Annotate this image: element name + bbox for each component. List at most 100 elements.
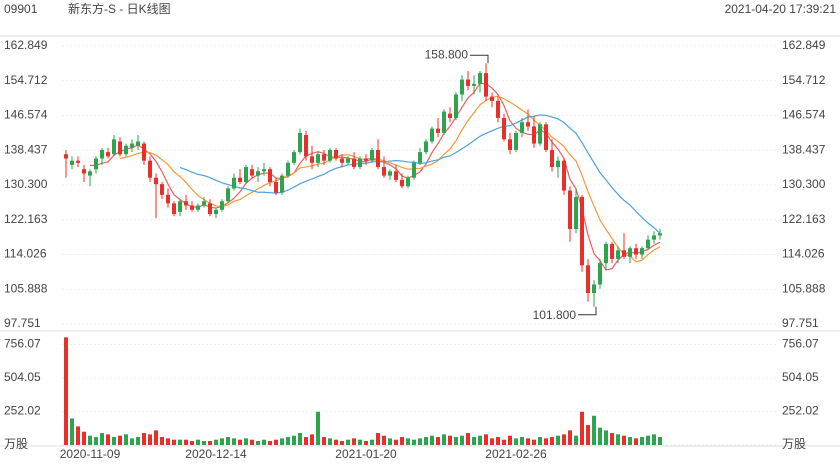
volume-bar — [478, 435, 482, 445]
candle-body — [460, 79, 464, 95]
candle-body — [520, 122, 524, 133]
volume-bar — [304, 437, 308, 445]
timestamp: 2021-04-20 17:39:21 — [725, 2, 837, 16]
moving-average-line — [90, 82, 661, 271]
candle-body — [166, 194, 170, 204]
volume-bar — [508, 435, 512, 445]
candle-body — [352, 158, 356, 168]
volume-bar — [184, 439, 188, 445]
volume-bar — [580, 411, 584, 445]
candle-body — [628, 248, 632, 257]
y-tick-label: 162.849 — [782, 38, 826, 52]
candle-body — [418, 152, 422, 163]
candle-body — [658, 233, 662, 236]
candle-body — [274, 182, 278, 193]
candle-body — [424, 141, 428, 153]
volume-bar — [568, 430, 572, 445]
volume-bar — [136, 437, 140, 445]
volume-bar — [646, 435, 650, 445]
candle-body — [604, 243, 608, 264]
candle-body — [622, 250, 626, 257]
volume-bar — [196, 439, 200, 445]
candle-body — [562, 160, 566, 191]
candle-body — [472, 83, 476, 86]
y-tick-label: 252.02 — [782, 404, 819, 418]
candle-body — [496, 100, 500, 118]
volume-bar — [148, 434, 152, 445]
candle-body — [262, 169, 266, 172]
volume-bar — [658, 437, 662, 445]
candle-body — [136, 141, 140, 146]
candle-body — [310, 156, 314, 163]
candle-body — [172, 203, 176, 215]
y-tick-label: 252.02 — [4, 404, 41, 418]
volume-bar — [616, 434, 620, 445]
candle-body — [76, 160, 80, 163]
annotation-label: 101.800 — [533, 308, 577, 322]
volume-bar — [232, 438, 236, 445]
volume-bar — [280, 438, 284, 445]
candle-body — [124, 145, 128, 155]
volume-bar — [466, 433, 470, 445]
volume-bar — [172, 439, 176, 445]
candle-body — [358, 158, 362, 168]
candle-body — [142, 143, 146, 161]
candle-body — [244, 167, 248, 183]
y-tick-label: 114.026 — [4, 247, 47, 261]
volume-bar — [298, 433, 302, 445]
y-tick-label: 130.300 — [782, 177, 826, 191]
candle-body — [382, 167, 386, 176]
volume-bar — [214, 439, 218, 445]
candle-body — [556, 160, 560, 168]
volume-bar — [310, 434, 314, 445]
candle-body — [346, 158, 350, 163]
candle-body — [652, 235, 656, 240]
volume-bar — [460, 435, 464, 445]
volume-bar — [112, 437, 116, 445]
volume-bar — [496, 437, 500, 445]
candle-body — [508, 139, 512, 150]
candle-body — [304, 135, 308, 157]
volume-bar — [622, 435, 626, 445]
volume-bar — [328, 438, 332, 445]
candle-body — [292, 152, 296, 163]
volume-bar — [358, 439, 362, 445]
candle-body — [436, 128, 440, 133]
candle-body — [646, 239, 650, 249]
candle-body — [316, 154, 320, 163]
volume-bar — [244, 438, 248, 445]
volume-bar — [454, 437, 458, 445]
volume-bar — [436, 437, 440, 445]
volume-bar — [550, 437, 554, 445]
candle-body — [154, 177, 158, 185]
volume-bar — [520, 437, 524, 445]
volume-bar — [574, 435, 578, 445]
volume-bar — [538, 437, 542, 445]
volume-bar — [238, 439, 242, 445]
volume-bar — [490, 438, 494, 445]
candle-body — [616, 250, 620, 259]
volume-bar — [586, 425, 590, 445]
volume-bar — [178, 439, 182, 445]
candle-body — [580, 196, 584, 266]
volume-bar — [364, 441, 368, 445]
candle-body — [442, 111, 446, 133]
volume-bar — [94, 437, 98, 445]
volume-bar — [448, 435, 452, 445]
candle-body — [64, 154, 68, 159]
y-tick-label: 154.712 — [782, 73, 826, 87]
annotation-leader — [578, 306, 597, 316]
candle-body — [334, 149, 338, 159]
candle-body — [544, 124, 548, 150]
volume-bar — [484, 434, 488, 445]
candle-body — [388, 171, 392, 176]
stock-name: 新东方-S - 日K线图 — [68, 1, 171, 16]
x-tick-label: 2021-02-26 — [485, 447, 547, 461]
volume-bar — [316, 411, 320, 445]
candle-body — [178, 201, 182, 212]
candle-body — [484, 73, 488, 97]
candle-body — [220, 201, 224, 210]
volume-bar — [652, 434, 656, 445]
candle-body — [430, 128, 434, 142]
volume-bar — [166, 438, 170, 445]
